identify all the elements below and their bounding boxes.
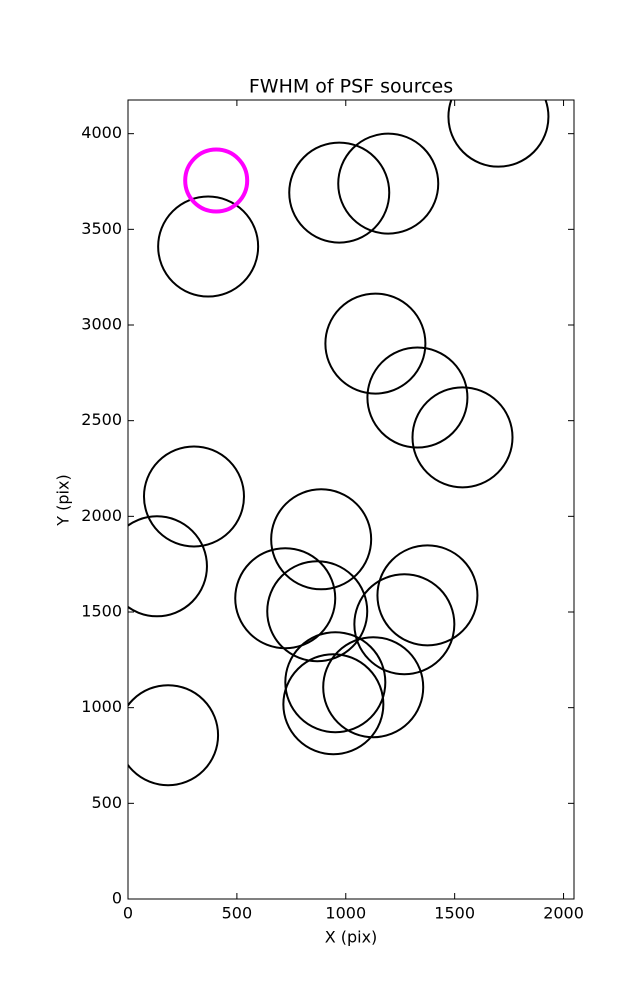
source-circle (447, 100, 550, 168)
source-circle (324, 292, 427, 395)
y-tick-label: 1000 (81, 697, 122, 716)
y-tick-label: 1500 (81, 602, 122, 621)
source-circle (353, 573, 456, 676)
axes-frame (127, 99, 575, 900)
source-circle (183, 147, 250, 214)
source-circle (266, 560, 369, 663)
x-tick-label: 500 (222, 904, 253, 923)
x-axis-label: X (pix) (325, 928, 378, 947)
y-tick-label: 500 (91, 793, 122, 812)
source-circle (270, 488, 373, 591)
x-tick-label: 1500 (434, 904, 475, 923)
source-circle (366, 346, 469, 449)
source-circle (128, 515, 208, 618)
source-circle (157, 195, 260, 298)
y-tick-label: 4000 (81, 123, 122, 142)
x-tick-label: 1000 (325, 904, 366, 923)
source-circle (376, 544, 479, 647)
y-tick-label: 0 (112, 889, 122, 908)
x-tick-label: 0 (123, 904, 133, 923)
y-tick-label: 2000 (81, 506, 122, 525)
y-tick-label: 3000 (81, 315, 122, 334)
source-circle (142, 445, 245, 548)
source-circle (322, 636, 425, 739)
source-circle (288, 141, 391, 244)
y-tick-label: 3500 (81, 219, 122, 238)
y-tick-label: 2500 (81, 410, 122, 429)
source-circle (337, 132, 440, 235)
source-circle (411, 386, 514, 489)
source-circle (284, 631, 387, 734)
plot-area (128, 100, 550, 787)
chart-title: FWHM of PSF sources (249, 76, 453, 98)
x-tick-label: 2000 (543, 904, 584, 923)
source-circle (234, 547, 337, 650)
source-circle (128, 684, 220, 787)
y-axis-label: Y (pix) (54, 474, 73, 526)
source-circle (282, 653, 385, 756)
